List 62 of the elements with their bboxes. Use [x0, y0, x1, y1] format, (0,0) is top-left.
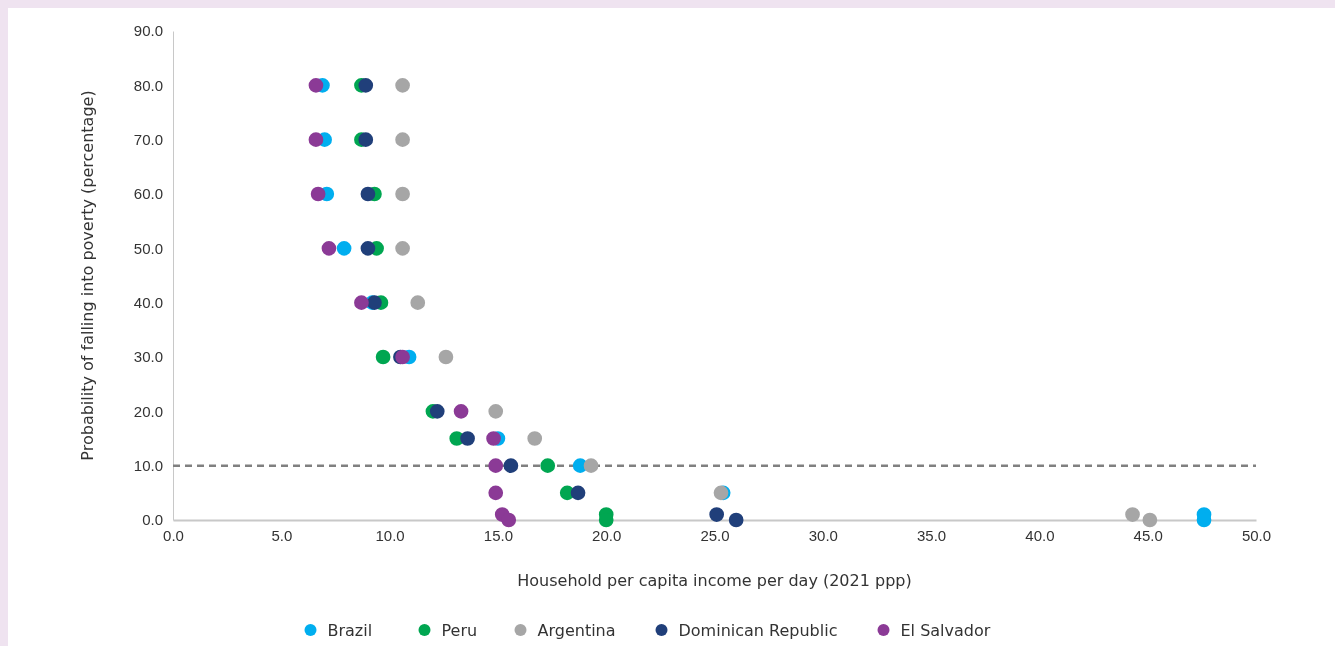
point: [438, 349, 454, 365]
point: [460, 431, 475, 446]
point: [375, 349, 391, 365]
legend-label: Argentina: [537, 621, 616, 640]
y-tick-label: 50.0: [133, 239, 163, 257]
point: [395, 132, 410, 148]
point: [358, 77, 374, 93]
y-axis-title: Probability of falling into poverty (percentage): [78, 90, 97, 461]
point: [488, 403, 504, 419]
point: [583, 458, 599, 474]
point: [486, 431, 501, 446]
point: [354, 295, 369, 311]
legend-label: Dominican Republic: [678, 621, 838, 640]
y-tick-label: 40.0: [133, 293, 163, 311]
point: [336, 240, 352, 256]
x-tick-label: 35.0: [917, 526, 947, 544]
x-tick-label: 25.0: [700, 526, 730, 544]
point: [308, 77, 324, 93]
y-tick-label: 10.0: [133, 456, 163, 474]
point: [709, 507, 725, 522]
point: [395, 77, 410, 93]
point: [321, 240, 337, 256]
point: [453, 403, 469, 419]
x-tick-label: 30.0: [808, 526, 838, 544]
x-tick-label: 15.0: [483, 526, 513, 544]
point: [1125, 507, 1140, 522]
x-tick-label: 10.0: [375, 526, 405, 544]
point: [488, 458, 504, 474]
y-tick-label: 60.0: [133, 185, 163, 203]
x-tick-label: 0.0: [163, 526, 184, 544]
x-tick-label: 45.0: [1133, 526, 1163, 544]
x-tick-label: 40.0: [1025, 526, 1055, 544]
x-tick-label: 50.0: [1241, 526, 1272, 544]
y-tick-label: 0.0: [142, 511, 163, 529]
point: [360, 240, 376, 256]
point: [728, 512, 744, 528]
point: [395, 186, 410, 202]
point: [1142, 512, 1158, 528]
point: [429, 403, 445, 419]
legend-label: El Salvador: [900, 621, 991, 640]
point: [358, 132, 374, 148]
y-tick-label: 70.0: [133, 130, 163, 148]
point: [395, 240, 410, 256]
x-tick-label: 20.0: [592, 526, 622, 544]
point: [501, 512, 517, 528]
point: [310, 186, 326, 202]
point: [540, 458, 556, 474]
point: [503, 458, 519, 474]
x-tick-label: 5.0: [271, 526, 293, 544]
y-tick-label: 80.0: [133, 76, 163, 94]
x-axis-title: Household per capita income per day (2021 ppp): [517, 571, 912, 590]
point: [360, 186, 376, 202]
point: [570, 485, 586, 501]
point: [410, 295, 426, 311]
y-tick-label: 90.0: [133, 22, 163, 40]
point: [488, 485, 504, 501]
y-tick-label: 20.0: [133, 402, 163, 420]
point: [527, 431, 543, 446]
legend-label: Brazil: [327, 621, 373, 640]
legend-label: Peru: [441, 621, 478, 640]
point: [308, 132, 324, 148]
y-tick-label: 30.0: [133, 348, 163, 366]
